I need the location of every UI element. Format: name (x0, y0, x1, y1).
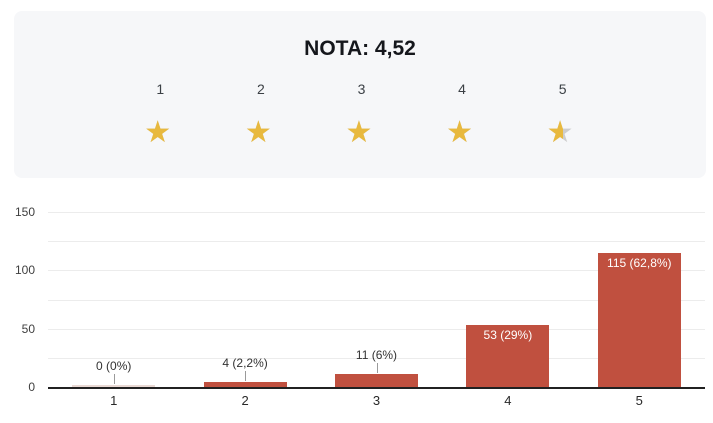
bar-rating-3 (335, 374, 418, 387)
bar-value-label: 53 (29%) (483, 328, 533, 343)
scale-label-1: 1 (156, 81, 165, 97)
x-axis-baseline (48, 387, 705, 389)
y-axis-tick-label: 0 (28, 380, 35, 394)
rating-scale-row: 1 2 3 4 5 (110, 80, 613, 98)
x-axis-tick-label: 2 (241, 393, 249, 408)
x-axis: 1 2 3 4 5 (48, 393, 705, 411)
star-icon: ★ ★ (244, 115, 272, 150)
bar-rating-1 (72, 385, 156, 387)
gridline (48, 212, 705, 213)
y-axis-tick-label: 150 (14, 205, 35, 219)
label-leader-line (113, 374, 115, 384)
bar-rating-5 (597, 252, 681, 387)
scale-label-3: 3 (357, 81, 366, 97)
y-axis-tick-label: 100 (14, 263, 35, 278)
bar-value-label: 115 (62,8%) (607, 255, 672, 270)
rating-stars-row: ★ ★ ★ ★ ★ ★ ★ ★ ★ ★ (110, 117, 613, 149)
star-icon: ★ ★ (446, 115, 473, 150)
bar-value-label: 4 (2,2%) (222, 356, 268, 371)
rating-summary-panel: NOTA: 4,52 1 2 3 4 5 ★ ★ ★ ★ ★ ★ ★ ★ ★ ★ (14, 11, 706, 178)
scale-label-4: 4 (458, 81, 466, 97)
bar-rating-2 (203, 382, 287, 387)
gridline (48, 299, 705, 301)
scale-label-2: 2 (256, 81, 265, 97)
scale-label-5: 5 (558, 81, 567, 97)
star-icon: ★ ★ (144, 115, 172, 150)
x-axis-tick-label: 4 (504, 393, 512, 408)
gridline (48, 241, 705, 243)
star-icon: ★ ★ (345, 115, 373, 150)
bar-rating-4 (466, 325, 550, 387)
plot-area: 0 (0%) 4 (2,2%) 11 (6%) 53 (29%) 115 (62,8%) (48, 212, 705, 389)
x-axis-tick-label: 1 (110, 393, 118, 408)
rating-title: NOTA: 4,52 (304, 37, 416, 60)
label-leader-line (376, 363, 378, 374)
x-axis-tick-label: 3 (372, 393, 381, 408)
label-leader-line (245, 371, 247, 382)
gridline (48, 270, 705, 272)
bar-value-label: 0 (0%) (96, 359, 132, 373)
gridline (48, 357, 705, 359)
y-axis: 0 50 100 150 (0, 205, 35, 394)
x-axis-tick-label: 5 (635, 393, 643, 408)
bar-value-label: 11 (6%) (355, 348, 398, 363)
gridline (48, 328, 705, 330)
star-icon-partial: ★ ★ (546, 115, 574, 150)
y-axis-tick-label: 50 (21, 321, 35, 336)
